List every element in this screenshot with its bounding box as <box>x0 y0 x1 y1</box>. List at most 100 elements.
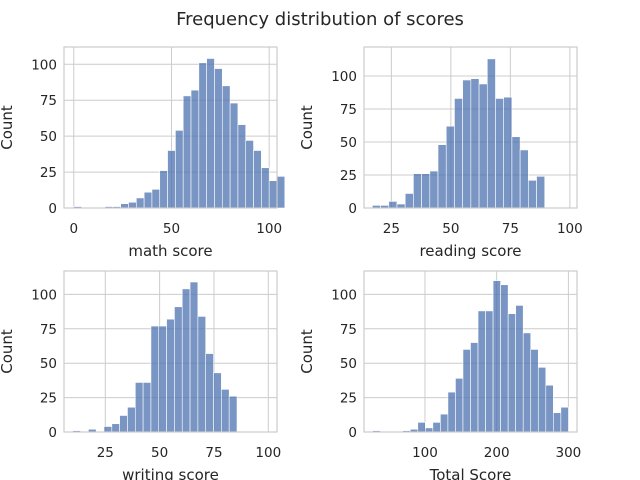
histogram-bar <box>166 318 175 433</box>
histogram-bar <box>111 423 120 433</box>
histogram-bar <box>237 124 247 209</box>
y-tick-label: 75 <box>40 322 57 338</box>
y-axis-label: Count <box>0 329 16 374</box>
histogram-bar <box>507 313 516 433</box>
histogram-bar <box>245 140 254 209</box>
x-tick-label: 300 <box>556 445 582 461</box>
histogram-bar <box>268 180 278 209</box>
histogram-bar <box>478 83 488 209</box>
histogram-bar <box>228 395 238 433</box>
histogram-bar <box>213 372 222 433</box>
histogram-bar <box>189 281 199 433</box>
histogram-bar <box>462 79 472 209</box>
histogram-bar <box>197 316 207 433</box>
x-tick-label: 0 <box>69 221 78 237</box>
histogram-bar <box>417 422 426 433</box>
histogram-bar <box>253 150 262 209</box>
histogram-bar <box>261 167 270 209</box>
histogram-bar <box>404 193 414 209</box>
y-tick-label: 25 <box>40 391 57 407</box>
histogram-bar <box>530 349 539 433</box>
y-tick-label: 25 <box>340 391 357 407</box>
x-axis-label: writing score <box>122 466 219 480</box>
histogram-bar <box>134 382 144 433</box>
histogram-bar <box>515 305 524 433</box>
histogram-bar <box>175 130 184 209</box>
x-tick-label: 100 <box>557 221 583 237</box>
y-tick-label: 50 <box>40 129 57 145</box>
x-tick-label: 100 <box>256 221 282 237</box>
y-tick-label: 100 <box>331 69 357 85</box>
histogram-bar <box>425 427 434 433</box>
histogram-bar <box>388 201 398 209</box>
subplots: 0 25 50 75 100 0 50 100 math score Count 0 25 50 75 10… <box>0 46 583 480</box>
histogram-bar <box>437 144 447 209</box>
x-axis-label: math score <box>128 242 212 260</box>
histogram-bar <box>522 332 532 433</box>
y-tick-label: 50 <box>340 135 357 151</box>
histogram-bar <box>221 389 230 433</box>
histogram-bar <box>103 426 113 433</box>
x-tick-label: 75 <box>502 221 519 237</box>
x-tick-label: 50 <box>442 221 459 237</box>
histogram-bar <box>182 95 192 209</box>
x-tick-label: 50 <box>151 445 168 461</box>
figure-title: Frequency distribution of scores <box>176 9 464 30</box>
x-axis-label: Total Score <box>429 466 512 480</box>
x-tick-label: 50 <box>163 221 180 237</box>
subplot-3: 0 25 50 75 100 25 50 75 100 writing score Count <box>0 270 281 480</box>
histogram-bar <box>485 310 494 433</box>
histogram-bar <box>421 173 431 209</box>
histogram-bar <box>445 125 455 209</box>
subplot-4: 0 25 50 75 100 100 200 300 Total Score Count <box>298 270 582 480</box>
histogram-bar <box>150 325 160 433</box>
histogram-bar <box>486 58 496 209</box>
x-tick-label: 100 <box>255 445 281 461</box>
y-tick-label: 75 <box>40 93 57 109</box>
histogram-bar <box>142 382 152 433</box>
y-axis-label: Count <box>298 329 316 374</box>
histogram-bar <box>519 149 529 209</box>
histogram-bar <box>158 325 167 433</box>
y-tick-label: 25 <box>40 165 57 181</box>
histogram-bar <box>440 413 449 433</box>
histogram-bar <box>143 191 153 209</box>
axes-frame <box>63 46 278 209</box>
histogram-bar <box>229 102 239 209</box>
y-tick-label: 50 <box>40 356 57 372</box>
y-tick-label: 100 <box>31 287 57 303</box>
y-tick-label: 0 <box>48 201 57 217</box>
y-tick-label: 100 <box>331 287 357 303</box>
histogram-bar <box>470 78 480 209</box>
histogram-bar <box>495 98 504 209</box>
histogram-bar <box>136 197 145 209</box>
axes-frame <box>63 270 278 433</box>
histogram-bar <box>221 85 231 209</box>
y-tick-label: 0 <box>348 201 357 217</box>
histogram-bar <box>553 412 562 433</box>
x-tick-label: 25 <box>383 221 400 237</box>
histogram-bar <box>205 353 214 433</box>
y-tick-label: 0 <box>48 425 57 441</box>
x-tick-label: 200 <box>484 445 510 461</box>
histogram-bar <box>537 367 547 433</box>
y-tick-label: 100 <box>31 57 57 73</box>
y-axis-label: Count <box>0 105 16 150</box>
y-tick-label: 75 <box>340 102 357 118</box>
axes-frame <box>363 270 578 433</box>
y-tick-label: 0 <box>348 425 357 441</box>
x-tick-label: 75 <box>205 445 222 461</box>
histogram-bar <box>128 201 137 209</box>
histogram-bar <box>432 422 441 433</box>
histogram-bar <box>470 342 479 433</box>
histogram-bar <box>276 176 286 209</box>
axes-frame <box>363 46 578 209</box>
histogram-bar <box>492 280 501 433</box>
histogram-bar <box>528 179 537 209</box>
histogram-bar <box>190 89 200 209</box>
y-tick-label: 25 <box>340 168 357 184</box>
histogram-bar <box>127 406 136 433</box>
histogram-bar <box>159 170 168 209</box>
subplot-1: 0 25 50 75 100 0 50 100 math score Count <box>0 46 286 260</box>
x-tick-label: 100 <box>412 445 438 461</box>
